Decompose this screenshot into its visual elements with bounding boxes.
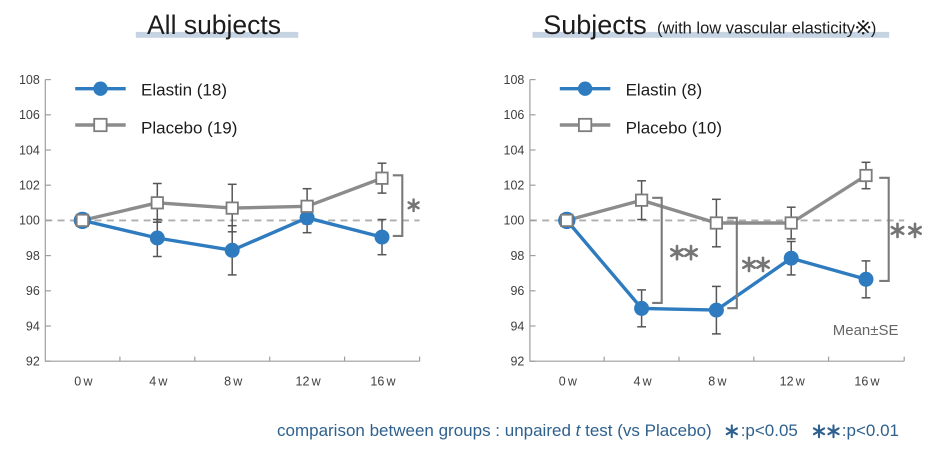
svg-text:Elastin (8): Elastin (8) [626,80,703,99]
svg-text:102: 102 [19,179,40,193]
svg-text:108: 108 [19,73,40,87]
svg-text:Mean±SE: Mean±SE [833,322,899,339]
svg-text:96: 96 [510,284,524,298]
svg-text:Elastin (18): Elastin (18) [141,80,227,99]
svg-text:16w: 16 w [370,374,396,388]
svg-text:96: 96 [26,284,40,298]
svg-text:4w: 4w [149,374,168,388]
svg-text:Placebo (19): Placebo (19) [141,118,237,137]
svg-text:Subjects: Subjects [543,10,647,40]
svg-text:comparison between groups : un: comparison between groups : unpaired t t… [277,421,712,440]
svg-text:98: 98 [510,249,524,263]
svg-text::p<0.01: :p<0.01 [842,421,899,440]
svg-text:94: 94 [26,319,40,333]
svg-text:106: 106 [19,108,40,122]
svg-text:0w: 0w [74,374,93,388]
svg-text:104: 104 [504,143,525,157]
svg-text:106: 106 [504,108,525,122]
svg-text:(with low vascular elasticity: (with low vascular elasticity [657,20,856,38]
svg-text:0w: 0w [559,374,578,388]
svg-text:100: 100 [19,214,40,228]
svg-text::p<0.05: :p<0.05 [741,421,798,440]
svg-text:92: 92 [510,355,524,369]
svg-text:16w: 16 w [854,374,880,388]
svg-text:): ) [871,20,877,38]
svg-text:Placebo (10): Placebo (10) [626,118,722,137]
svg-text:8w: 8w [708,374,727,388]
svg-text:12w: 12 w [780,374,806,388]
svg-text:94: 94 [510,319,524,333]
svg-text:102: 102 [504,179,525,193]
svg-text:104: 104 [19,143,40,157]
svg-text:12w: 12 w [296,374,322,388]
svg-text:100: 100 [504,214,525,228]
svg-text:All subjects: All subjects [147,10,281,40]
svg-text:8w: 8w [224,374,243,388]
svg-text:92: 92 [26,355,40,369]
svg-text:98: 98 [26,249,40,263]
svg-text:4w: 4w [634,374,653,388]
svg-text:108: 108 [504,73,525,87]
